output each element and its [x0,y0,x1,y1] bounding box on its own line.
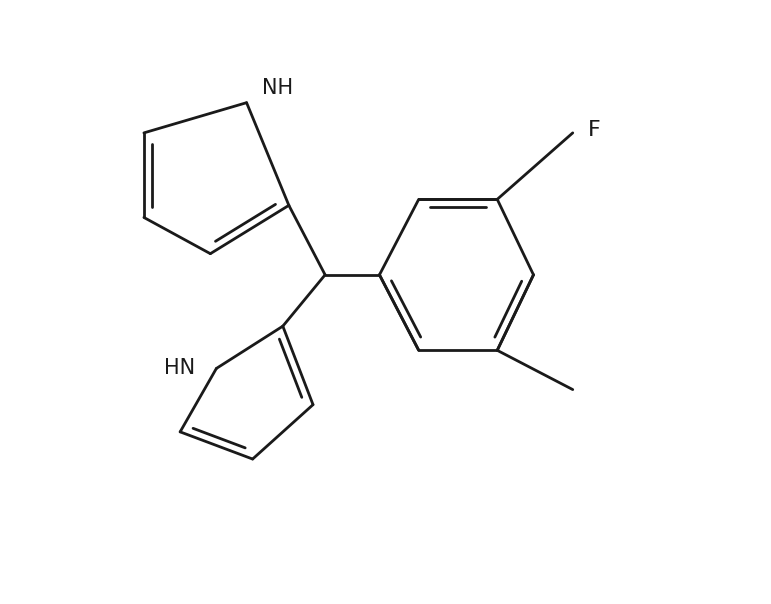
Text: HN: HN [164,358,195,379]
Text: F: F [588,120,601,140]
Text: NH: NH [261,77,293,98]
